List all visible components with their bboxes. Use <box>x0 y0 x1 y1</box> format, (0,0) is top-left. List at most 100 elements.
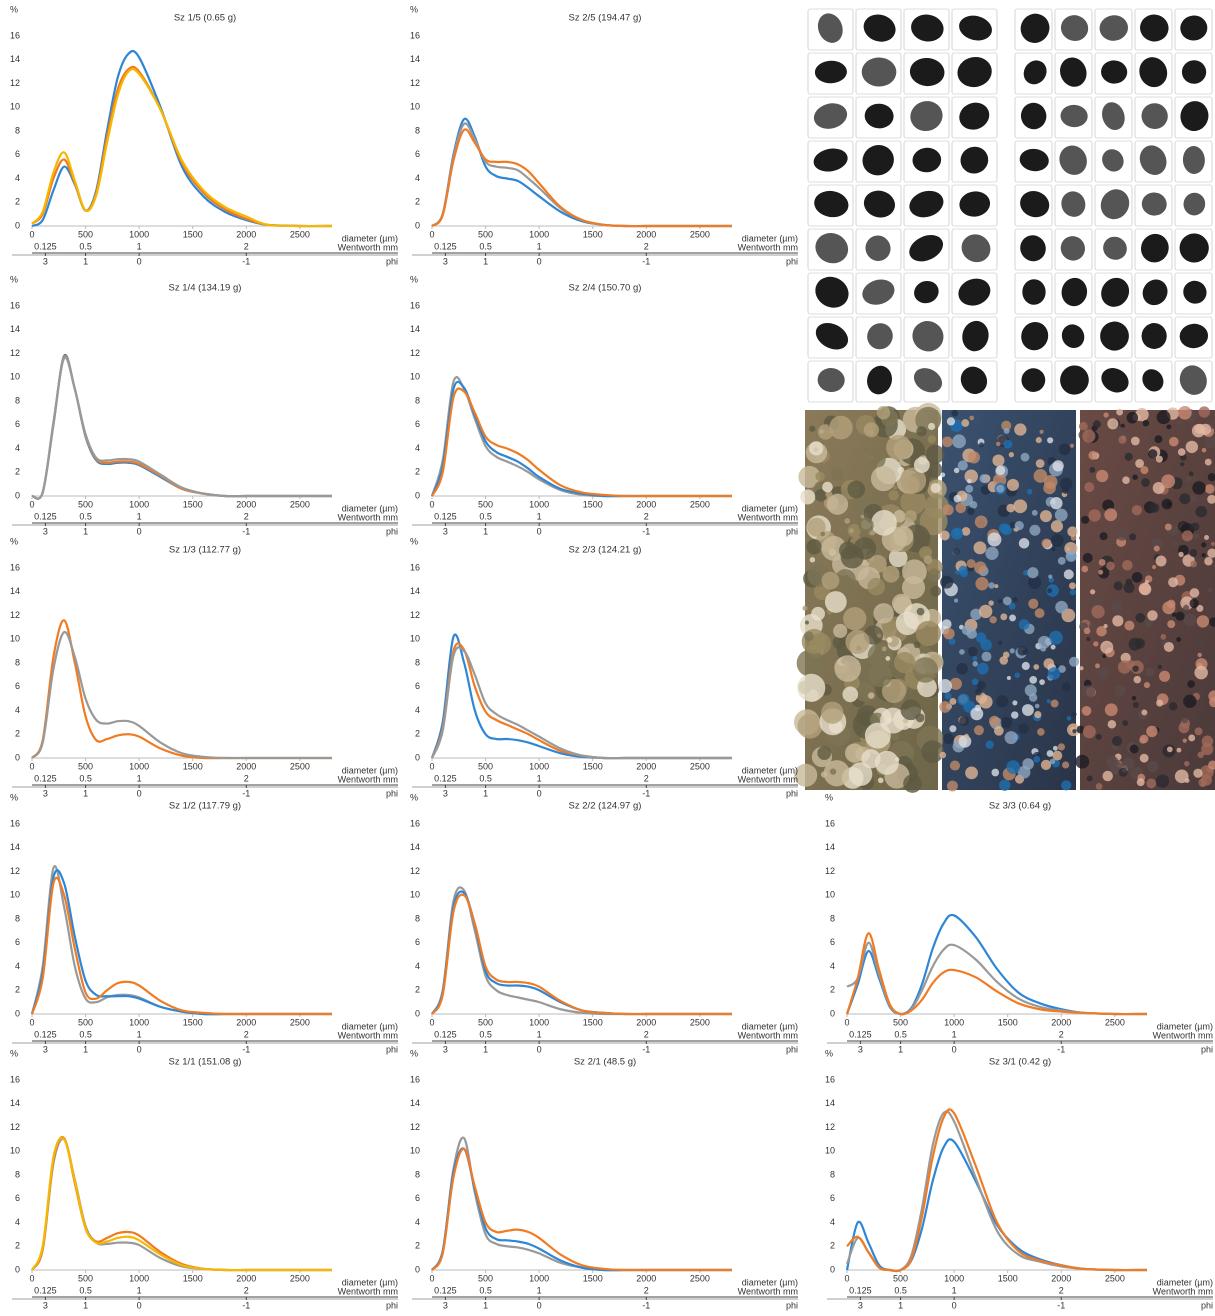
data-line <box>432 1138 732 1271</box>
grain <box>956 663 968 675</box>
grain <box>954 495 962 503</box>
grain <box>1105 703 1118 716</box>
grain <box>1012 700 1017 705</box>
grain <box>1180 462 1184 466</box>
grain <box>1114 685 1125 696</box>
grain <box>1178 521 1189 532</box>
grain <box>1208 588 1213 593</box>
x2-tick-label: 1 <box>537 773 542 783</box>
x2-tick-label: 0.125 <box>434 241 457 251</box>
y-tick-label: 0 <box>830 1264 835 1274</box>
x-tick-label: 2000 <box>236 761 256 771</box>
y-tick-label: 16 <box>410 300 420 310</box>
grain <box>967 479 971 483</box>
grain <box>839 541 857 559</box>
x2-tick-label: 2 <box>644 1285 649 1295</box>
grain <box>994 726 1004 736</box>
grain <box>975 689 982 696</box>
x-tick-label: 0 <box>429 499 434 509</box>
grain <box>1019 619 1030 630</box>
x2-axis-label: Wentworth mm <box>338 1030 398 1040</box>
x-tick-label: 2500 <box>290 761 310 771</box>
grain <box>967 559 976 568</box>
grain <box>1089 623 1096 630</box>
grain <box>1069 657 1079 667</box>
grain <box>1205 484 1215 494</box>
grain <box>877 406 890 419</box>
grain <box>1146 726 1157 737</box>
grain <box>1050 497 1062 509</box>
grain <box>1148 449 1157 458</box>
grain <box>1122 560 1133 571</box>
grain <box>1096 734 1102 740</box>
grain <box>1099 559 1106 566</box>
data-line <box>432 123 732 226</box>
grain <box>999 779 1010 790</box>
x-tick-label: 0 <box>29 1017 34 1027</box>
grain <box>878 778 884 784</box>
y-tick-label: 8 <box>15 913 20 923</box>
grain <box>806 539 821 554</box>
x3-tick-label: 0 <box>137 1300 142 1310</box>
x2-axis-label: Wentworth mm <box>338 512 398 522</box>
grain <box>1027 567 1038 578</box>
x2-tick-label: 2 <box>644 511 649 521</box>
x-tick-label: 500 <box>893 1017 908 1027</box>
y-tick-label: 10 <box>10 102 20 112</box>
x2-axis-label: Wentworth mm <box>338 1286 398 1296</box>
grain <box>844 518 850 524</box>
grain <box>1137 778 1145 786</box>
x2-tick-label: 0.125 <box>34 1285 57 1295</box>
grain <box>1059 443 1071 455</box>
grain <box>954 468 960 474</box>
grain <box>1021 453 1030 462</box>
grain <box>1194 666 1208 680</box>
x2-axis-label: Wentworth mm <box>338 774 398 784</box>
x-tick-label: 2000 <box>236 1017 256 1027</box>
grain <box>1052 460 1063 471</box>
x3-tick-label: -1 <box>1057 1300 1065 1310</box>
y-tick-label: 8 <box>415 125 420 135</box>
y-tick-label: 6 <box>15 419 20 429</box>
grain <box>1035 608 1045 618</box>
grain <box>849 528 854 533</box>
grain <box>886 637 892 643</box>
grain <box>970 707 983 720</box>
grain <box>871 466 896 491</box>
grain <box>1164 642 1174 652</box>
grain <box>809 426 815 432</box>
y-tick-label: 6 <box>415 419 420 429</box>
grain <box>989 716 1000 727</box>
grain <box>1190 560 1197 567</box>
data-line <box>847 943 1147 1014</box>
x2-tick-label: 2 <box>244 773 249 783</box>
grain <box>1043 658 1054 669</box>
x3-tick-label: -1 <box>642 256 650 266</box>
grain <box>1048 575 1052 579</box>
grain <box>1197 752 1204 759</box>
chart: Sz 2/1 (48.5 g)%024681012141605001000150… <box>410 1048 798 1310</box>
x-tick-label: 0 <box>29 229 34 239</box>
x-tick-label: 0 <box>429 229 434 239</box>
y-tick-label: 0 <box>415 220 420 230</box>
grain <box>1125 453 1133 461</box>
data-line <box>432 1149 732 1270</box>
grain <box>1130 745 1139 754</box>
grain <box>1081 566 1088 573</box>
grain <box>868 431 873 436</box>
x3-tick-label: 1 <box>483 1300 488 1310</box>
grain <box>1191 522 1200 531</box>
y-tick-label: 2 <box>15 197 20 207</box>
grain <box>1004 428 1010 434</box>
grain <box>1178 552 1183 557</box>
y-tick-label: 6 <box>830 937 835 947</box>
grain <box>1204 557 1212 565</box>
x3-tick-label: -1 <box>642 1300 650 1310</box>
y-tick-label: 10 <box>10 634 20 644</box>
grain <box>1193 769 1202 778</box>
data-line <box>847 933 1147 1014</box>
x2-tick-label: 0.5 <box>79 1029 92 1039</box>
y-axis-label: % <box>410 274 418 284</box>
grain <box>867 578 885 596</box>
page: {"chart_data": [ {"type": "line", "title… <box>0 0 1215 1316</box>
